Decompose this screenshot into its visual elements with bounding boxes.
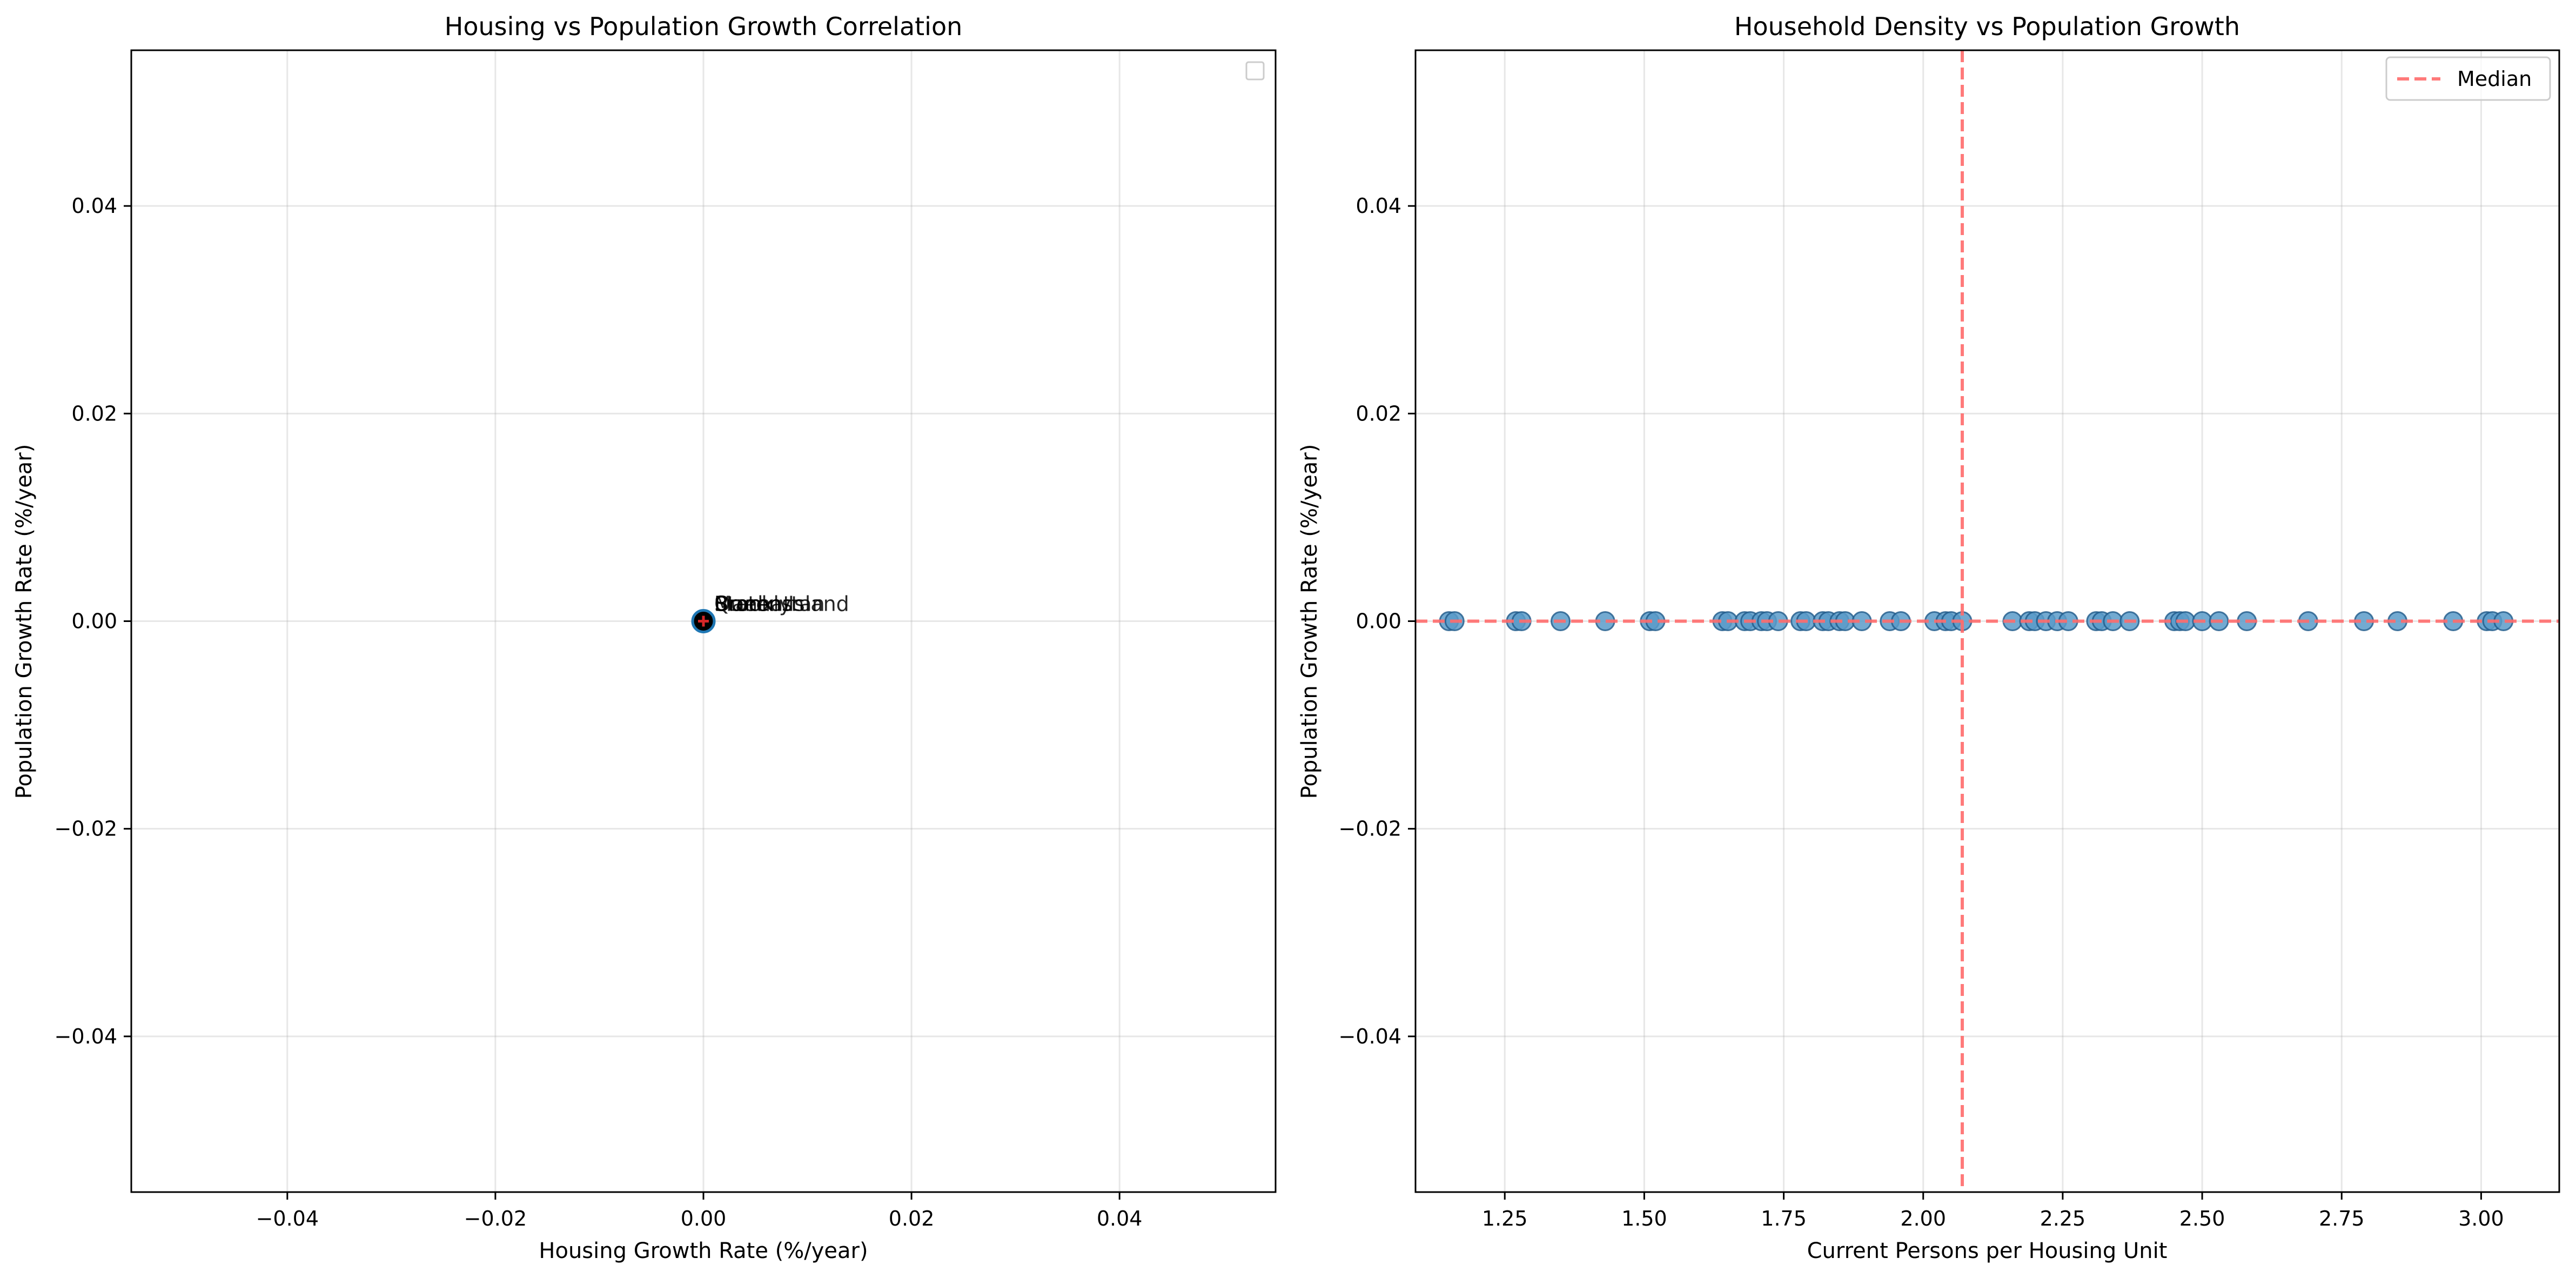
left-y-tick-label: 0.02 xyxy=(71,402,117,425)
right-plot-marks xyxy=(1416,50,2559,1192)
right-axis-ticks: 1.25 1.50 1.75 2.00 2.25 2.50 2.75 3.00 −0.04 −0.… xyxy=(1339,194,2504,1230)
left-x-tick-label: 0.02 xyxy=(889,1207,935,1230)
right-x-tick-label: 2.00 xyxy=(1900,1207,1946,1230)
left-x-tick-label: −0.04 xyxy=(256,1207,319,1230)
right-x-tick-label: 1.50 xyxy=(1621,1207,1667,1230)
left-point-annotation-overlap: Brooklyn xyxy=(714,592,804,616)
right-y-tick-label: −0.02 xyxy=(1339,817,1401,841)
right-x-axis-label: Current Persons per Housing Unit xyxy=(1807,1239,2168,1263)
left-chart: Housing vs Population Growth Correlation… xyxy=(12,12,1277,1263)
right-x-tick-label: 1.75 xyxy=(1761,1207,1807,1230)
left-chart-title: Housing vs Population Growth Correlation xyxy=(445,12,963,41)
left-x-tick-label: −0.02 xyxy=(464,1207,527,1230)
left-y-tick-label: −0.04 xyxy=(55,1025,117,1048)
right-y-tick-label: 0.04 xyxy=(1356,194,1401,218)
right-y-axis-label: Population Growth Rate (%/year) xyxy=(1297,444,1322,799)
right-chart: Household Density vs Population Growth 1… xyxy=(1297,12,2560,1263)
left-point-annotation-overlap: Bronx xyxy=(714,592,774,616)
left-point-annotation-overlap: Queens xyxy=(714,592,793,616)
left-point-annotation-overlap: Manhattan xyxy=(714,592,825,616)
left-y-tick-label: −0.02 xyxy=(55,817,117,841)
right-y-tick-label: −0.04 xyxy=(1339,1025,1401,1048)
right-y-tick-label: 0.02 xyxy=(1356,402,1401,425)
left-y-tick-label: 0.00 xyxy=(71,610,117,633)
left-axis-ticks: −0.04 −0.02 0.00 0.02 0.04 −0.04 −0.02 0.00 0.02… xyxy=(55,194,1143,1230)
right-chart-title: Household Density vs Population Growth xyxy=(1734,12,2240,41)
right-legend-box xyxy=(2385,56,2551,101)
left-point-annotation-overlap: Staten Island xyxy=(714,592,849,616)
right-x-tick-label: 2.25 xyxy=(2040,1207,2086,1230)
right-legend: Median xyxy=(2385,56,2551,101)
right-x-tick-label: 1.25 xyxy=(1482,1207,1528,1230)
right-legend-entry-median: Median xyxy=(2457,67,2532,91)
left-point-marker xyxy=(698,615,709,627)
right-x-tick-label: 3.00 xyxy=(2458,1207,2504,1230)
left-x-tick-label: 0.04 xyxy=(1097,1207,1143,1230)
left-x-tick-label: 0.00 xyxy=(681,1207,727,1230)
left-y-axis-label: Population Growth Rate (%/year) xyxy=(12,444,37,799)
right-x-tick-label: 2.50 xyxy=(2179,1207,2225,1230)
right-y-tick-label: 0.00 xyxy=(1356,610,1401,633)
left-legend-box xyxy=(1245,61,1265,81)
left-y-tick-label: 0.04 xyxy=(71,194,117,218)
left-x-axis-label: Housing Growth Rate (%/year) xyxy=(539,1239,868,1263)
right-x-tick-label: 2.75 xyxy=(2319,1207,2365,1230)
